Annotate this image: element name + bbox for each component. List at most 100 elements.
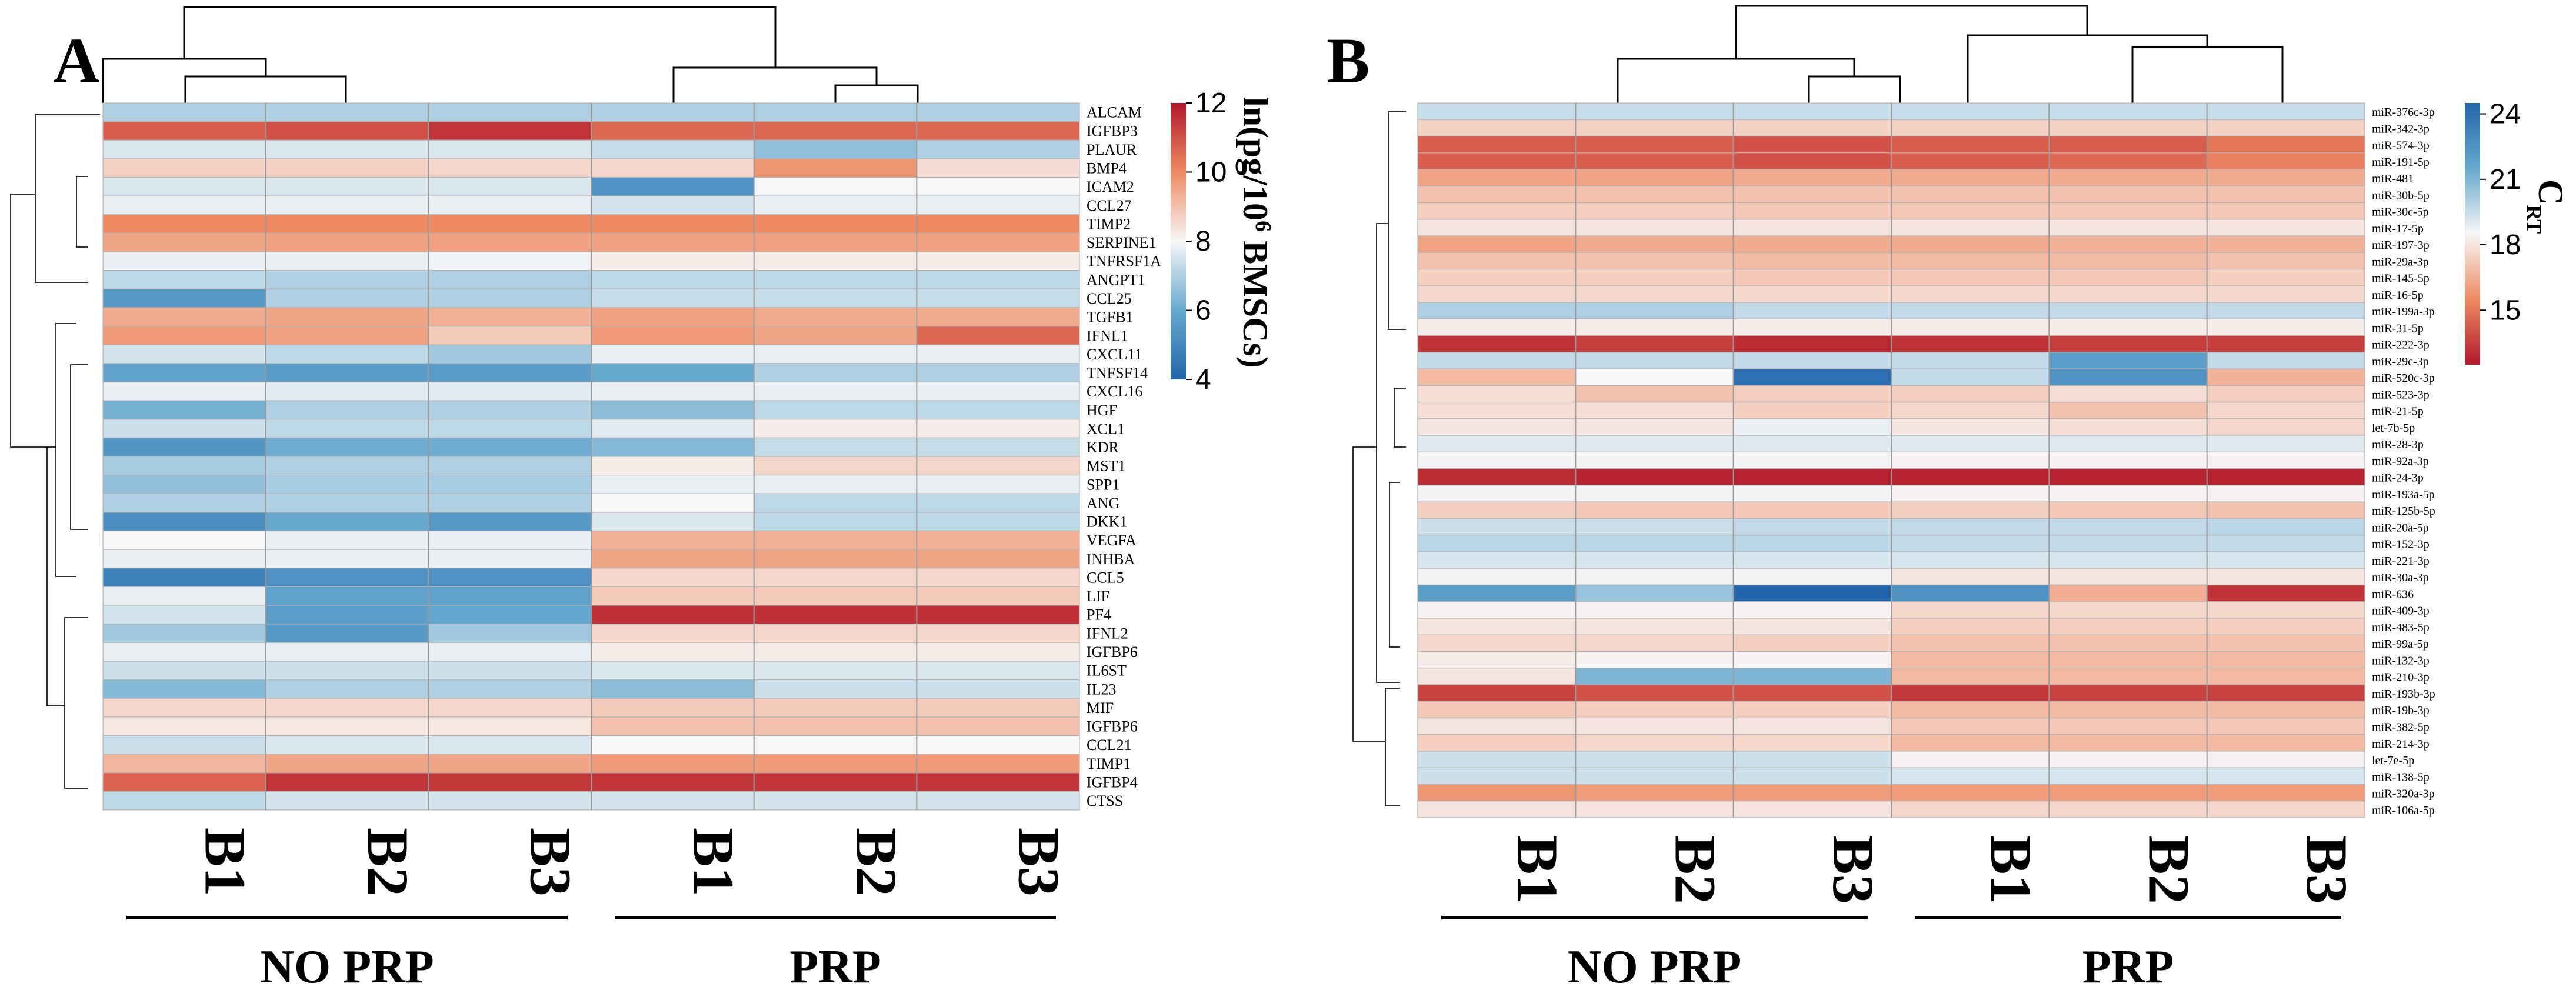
heat-cell-a-lif-5 <box>754 586 917 606</box>
heat-cell-a-ifnl2-2 <box>265 624 429 643</box>
heat-cell-a-igfbp4-3 <box>428 772 592 792</box>
heat-cell-b-mir-30a-3p-3 <box>1733 568 1892 586</box>
heat-cell-a-il23-1 <box>102 679 266 699</box>
heat-cell-b-let-7b-5p-4 <box>1891 418 2050 436</box>
heat-cell-b-mir-30b-5p-2 <box>1575 185 1734 204</box>
row-label-a-cxcl11: CXCL11 <box>1087 346 1142 363</box>
heat-cell-b-mir-24-3p-1 <box>1417 468 1576 486</box>
heat-cell-b-mir-29c-3p-5 <box>2048 352 2208 369</box>
heat-cell-b-mir-30c-5p-3 <box>1733 202 1892 220</box>
row-dendro-a-1 <box>35 114 100 283</box>
heat-cell-b-mir-31-5p-6 <box>2207 318 2365 336</box>
heat-cell-b-mir-24-3p-6 <box>2207 468 2365 486</box>
heat-cell-a-il23-3 <box>428 679 592 699</box>
dendro-b-link-3 <box>2131 46 2284 103</box>
heat-cell-b-mir-106a-5p-4 <box>1891 801 2050 818</box>
heat-cell-a-il23-5 <box>754 679 917 699</box>
heat-cell-b-mir-17-5p-1 <box>1417 219 1576 236</box>
row-label-b-mir-636: miR-636 <box>2372 588 2414 601</box>
heat-cell-b-mir-28-3p-5 <box>2048 435 2208 452</box>
heat-cell-b-mir-222-3p-2 <box>1575 335 1734 353</box>
heat-cell-a-igfbp6-6 <box>916 642 1080 662</box>
heat-cell-b-mir-138-5p-4 <box>1891 767 2050 785</box>
heat-cell-b-mir-382-5p-2 <box>1575 717 1734 735</box>
heat-cell-b-mir-16-5p-4 <box>1891 285 2050 303</box>
heat-cell-a-igfbp6-2 <box>265 716 429 736</box>
heat-cell-b-mir-30b-5p-5 <box>2048 185 2208 204</box>
row-dendro-b-3 <box>1394 388 1406 448</box>
row-dendro-b-4 <box>1389 482 1400 648</box>
heat-cell-a-serpine1-3 <box>428 232 592 252</box>
heat-cell-b-mir-636-5 <box>2048 584 2208 602</box>
heat-cell-b-mir-210-3p-5 <box>2048 668 2208 685</box>
heat-cell-a-tnfrsf1a-5 <box>754 251 917 271</box>
row-label-a-angpt1: ANGPT1 <box>1087 271 1145 288</box>
heat-cell-b-mir-222-3p-6 <box>2207 335 2365 353</box>
heat-cell-a-icam2-4 <box>591 176 755 196</box>
heat-cell-b-mir-409-3p-3 <box>1733 601 1892 619</box>
panel-b: B miR-376c-3p miR-342-3p miR-574-3p miR-191… <box>1327 5 2570 993</box>
heat-cell-b-mir-222-3p-4 <box>1891 335 2050 353</box>
heat-cell-b-mir-199a-3p-4 <box>1891 302 2050 319</box>
heat-cell-b-mir-92a-3p-5 <box>2048 451 2208 469</box>
heat-cell-b-mir-16-5p-1 <box>1417 285 1576 303</box>
heat-cell-b-mir-99a-5p-1 <box>1417 634 1576 652</box>
panel-letter-a: A <box>53 25 99 96</box>
column-labels-a: B1 B2 B3 B1 B2 B3 <box>192 828 1071 896</box>
row-label-a-ccl5: CCL5 <box>1087 569 1124 586</box>
heat-cell-a-mst1-3 <box>428 456 592 476</box>
colorbar-title-a-main: ln(pg/10 <box>1236 97 1275 221</box>
heat-cell-b-mir-221-3p-1 <box>1417 551 1576 569</box>
row-label-b-mir-320a-3p: miR-320a-3p <box>2372 788 2435 801</box>
heat-cell-a-ifnl1-3 <box>428 325 592 345</box>
heat-cell-b-mir-99a-5p-6 <box>2207 634 2365 652</box>
dendro-a-link-1 <box>184 75 347 103</box>
heat-cell-b-mir-382-5p-1 <box>1417 717 1576 735</box>
row-label-a-bmp4: BMP4 <box>1087 160 1127 177</box>
group-labels-b: NO PRP PRP <box>1441 916 2341 993</box>
heat-cell-b-mir-636-1 <box>1417 584 1576 602</box>
heat-cell-a-alcam-5 <box>754 102 917 122</box>
heat-cell-a-vegfa-6 <box>916 530 1080 550</box>
heat-cell-b-mir-523-3p-6 <box>2207 385 2365 403</box>
heat-cell-b-let-7e-5p-6 <box>2207 751 2365 768</box>
heat-cell-a-alcam-3 <box>428 102 592 122</box>
group-label-a-no-prp: NO PRP <box>260 941 434 993</box>
heat-cell-a-lif-1 <box>102 586 266 606</box>
heat-cell-b-mir-16-5p-6 <box>2207 285 2365 303</box>
heat-cell-b-mir-28-3p-1 <box>1417 435 1576 452</box>
heat-cell-a-igfbp3-1 <box>102 121 266 141</box>
heat-cell-b-mir-193a-5p-3 <box>1733 485 1892 502</box>
heat-cell-a-ifnl2-3 <box>428 624 592 643</box>
heat-cell-b-mir-152-3p-2 <box>1575 535 1734 552</box>
row-label-b-mir-197-3p: miR-197-3p <box>2372 239 2430 252</box>
heat-cell-b-mir-199a-3p-5 <box>2048 302 2208 319</box>
heat-cell-a-plaur-1 <box>102 139 266 159</box>
heat-cell-b-mir-29c-3p-3 <box>1733 352 1892 369</box>
heat-cell-b-mir-214-3p-3 <box>1733 734 1892 752</box>
heat-cell-b-mir-222-3p-3 <box>1733 335 1892 353</box>
heat-cell-a-inhba-3 <box>428 549 592 569</box>
heat-cell-a-ctss-4 <box>591 791 755 811</box>
heat-cell-b-mir-19b-3p-2 <box>1575 701 1734 719</box>
heat-cell-b-mir-132-3p-5 <box>2048 651 2208 669</box>
column-label-a-3: B3 <box>518 828 584 896</box>
row-label-b-mir-214-3p: miR-214-3p <box>2372 738 2430 751</box>
column-label-a-6: B3 <box>1007 828 1072 896</box>
heat-cell-a-tgfb1-4 <box>591 307 755 327</box>
heat-cell-a-tnfsf14-4 <box>591 363 755 383</box>
heat-cell-a-mif-4 <box>591 698 755 718</box>
heat-cell-a-serpine1-5 <box>754 232 917 252</box>
heat-cell-a-igfbp6-1 <box>102 642 266 662</box>
heat-cell-b-mir-193b-3p-3 <box>1733 684 1892 702</box>
heat-cell-b-mir-191-5p-2 <box>1575 152 1734 170</box>
row-label-b-mir-152-3p: miR-152-3p <box>2372 538 2430 551</box>
colorbar-ramp-a <box>1171 103 1186 379</box>
heat-cell-b-mir-210-3p-1 <box>1417 668 1576 685</box>
heat-cell-a-tgfb1-1 <box>102 307 266 327</box>
heat-cell-b-mir-21-5p-2 <box>1575 401 1734 419</box>
heat-cell-b-mir-92a-3p-3 <box>1733 451 1892 469</box>
heat-cell-b-mir-409-3p-6 <box>2207 601 2365 619</box>
heat-cell-b-mir-210-3p-3 <box>1733 668 1892 685</box>
